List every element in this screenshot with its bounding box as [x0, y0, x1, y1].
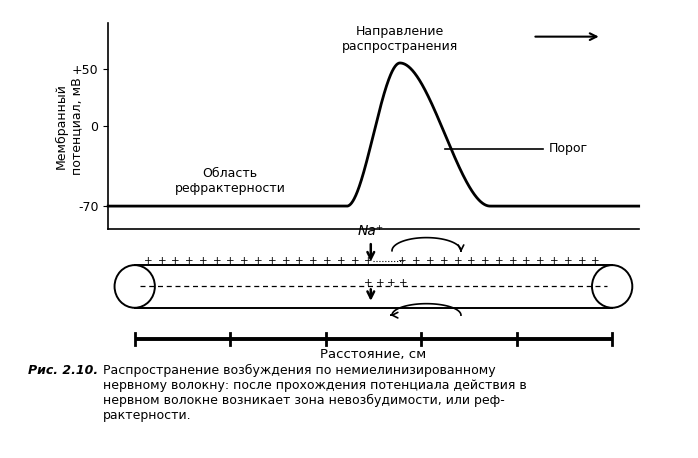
Text: +: +: [481, 256, 490, 267]
Text: +: +: [522, 256, 531, 267]
Text: +: +: [364, 256, 373, 267]
Text: +: +: [309, 256, 318, 267]
Text: +: +: [550, 256, 558, 267]
Text: +: +: [509, 256, 517, 267]
Text: +: +: [578, 256, 586, 267]
Text: +: +: [213, 256, 221, 267]
Text: +: +: [144, 256, 152, 267]
Text: +: +: [336, 256, 346, 267]
Text: +: +: [399, 278, 408, 288]
Ellipse shape: [592, 265, 632, 308]
Text: +: +: [185, 256, 193, 267]
Text: Направление
распространения: Направление распространения: [342, 25, 458, 53]
Text: Порог: Порог: [549, 142, 588, 155]
Text: +: +: [454, 256, 462, 267]
Text: +: +: [591, 256, 600, 267]
Bar: [135, 265, 612, 308]
Text: +: +: [399, 256, 407, 267]
Text: +: +: [226, 256, 235, 267]
Text: Распространение возбуждения по немиелинизированному
нервному волокну: после прох: Распространение возбуждения по немиелини…: [103, 364, 527, 422]
Text: +: +: [426, 256, 434, 267]
Text: +: +: [350, 256, 359, 267]
Text: +: +: [295, 256, 304, 267]
Text: +: +: [440, 256, 448, 267]
Text: +: +: [564, 256, 572, 267]
Text: +: +: [323, 256, 332, 267]
Text: +: +: [281, 256, 290, 267]
Text: +: +: [376, 278, 384, 288]
Text: +: +: [364, 278, 373, 288]
Text: +: +: [240, 256, 248, 267]
Text: +: +: [536, 256, 545, 267]
Text: Расстояние, см: Расстояние, см: [320, 348, 426, 360]
Text: Рис. 2.10.: Рис. 2.10.: [28, 364, 98, 377]
Text: +: +: [495, 256, 503, 267]
Text: Область
рефрактерности: Область рефрактерности: [174, 167, 285, 195]
Text: +: +: [171, 256, 180, 267]
Text: +: +: [268, 256, 276, 267]
Ellipse shape: [114, 265, 155, 308]
Text: +: +: [254, 256, 262, 267]
Text: +: +: [467, 256, 476, 267]
Text: +: +: [387, 278, 396, 288]
Text: +: +: [412, 256, 421, 267]
Text: +: +: [199, 256, 207, 267]
Y-axis label: Мембранный
потенциал, мВ: Мембранный потенциал, мВ: [55, 77, 83, 175]
Text: Na⁺: Na⁺: [357, 224, 384, 238]
Text: +: +: [158, 256, 166, 267]
